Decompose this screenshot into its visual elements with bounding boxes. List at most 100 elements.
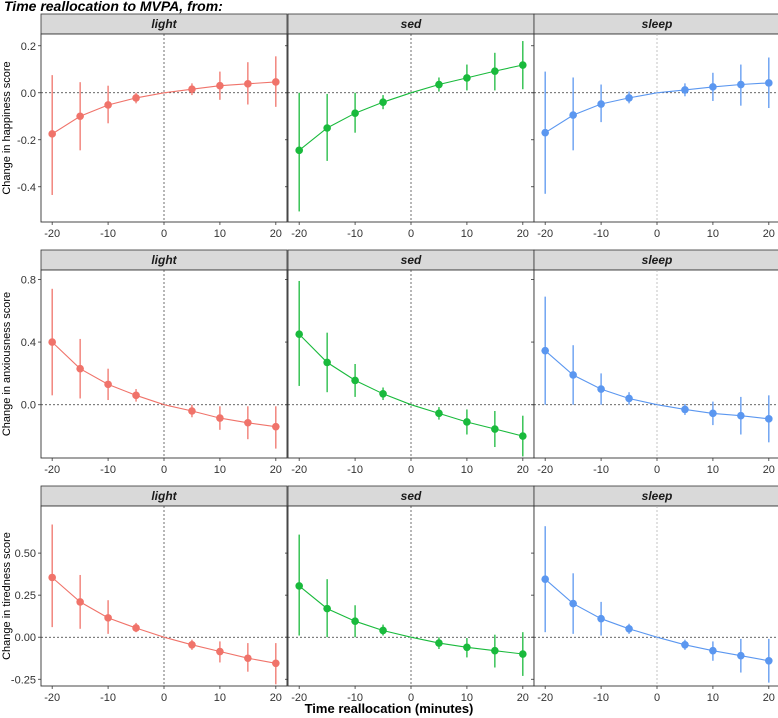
x-tick-label: 0 <box>654 464 660 476</box>
series-line-light <box>51 577 276 664</box>
x-tick-label: 0 <box>161 464 167 476</box>
y-tick-label: -0.2 <box>17 135 36 147</box>
data-point <box>765 656 773 665</box>
x-tick-label: 20 <box>763 228 775 240</box>
data-point <box>295 330 303 339</box>
y-tick-label: 0.00 <box>15 632 36 644</box>
data-point <box>48 338 56 346</box>
figure-title: Time reallocation to MVPA, from: <box>4 0 223 14</box>
y-tick-label: 0.8 <box>21 274 36 286</box>
data-point <box>709 83 717 91</box>
series-line-sleep <box>544 578 769 662</box>
facet-label: sed <box>401 489 422 503</box>
y-tick-label: 0.0 <box>21 400 36 412</box>
x-tick-label: 10 <box>214 228 226 240</box>
x-tick-label: -10 <box>593 228 609 240</box>
series-line-sed <box>298 333 523 437</box>
x-tick-label: 10 <box>214 692 226 704</box>
facet-label: sed <box>401 17 422 31</box>
panel-light: light 0.8 0.4 0.0 -20 -10 0 10 20 <box>21 249 288 476</box>
data-point <box>765 415 773 423</box>
x-tick-label: 20 <box>763 464 775 476</box>
x-tick-label: -10 <box>100 464 116 476</box>
data-point <box>435 409 443 418</box>
panel-sed: sed -20 -10 0 10 20 <box>285 13 535 240</box>
data-point <box>132 391 140 400</box>
x-tick-label: -20 <box>291 464 307 476</box>
series-line-sed <box>298 585 523 655</box>
data-point <box>272 659 280 668</box>
data-point <box>216 647 224 656</box>
y-tick-label: 0.4 <box>21 337 36 349</box>
y-tick-label: 0.25 <box>15 590 36 602</box>
data-point <box>625 394 633 403</box>
panel-frame <box>533 269 778 459</box>
x-tick-label: 0 <box>408 692 414 704</box>
data-point <box>681 405 689 414</box>
data-point <box>188 85 196 94</box>
x-tick-label: -20 <box>291 692 307 704</box>
x-tick-label: 20 <box>517 228 529 240</box>
data-point <box>379 626 387 635</box>
x-tick-label: 10 <box>214 464 226 476</box>
x-tick-label: 10 <box>461 692 473 704</box>
data-point <box>272 78 280 86</box>
data-point <box>295 582 303 590</box>
data-point <box>188 407 196 415</box>
data-point <box>737 651 745 660</box>
data-point <box>132 624 140 632</box>
data-point <box>351 109 359 117</box>
facet-label: sleep <box>642 253 673 267</box>
x-tick-label: 10 <box>707 692 719 704</box>
y-tick-label: 0.50 <box>15 548 36 560</box>
data-point <box>435 80 443 89</box>
series-line-sleep <box>544 350 769 420</box>
data-point <box>569 371 577 379</box>
panel-frame <box>533 33 778 223</box>
data-point <box>244 418 252 427</box>
data-point <box>597 614 605 623</box>
x-tick-label: 0 <box>654 228 660 240</box>
data-point <box>48 573 56 582</box>
y-tick-label: -0.25 <box>11 674 36 686</box>
data-point <box>625 94 633 102</box>
data-point <box>681 86 689 94</box>
x-tick-label: -20 <box>44 228 60 240</box>
data-point <box>625 625 633 633</box>
series-line-light <box>51 341 276 428</box>
data-point <box>737 80 745 89</box>
x-tick-label: 20 <box>763 692 775 704</box>
x-tick-label: 0 <box>408 464 414 476</box>
data-point <box>491 67 499 75</box>
y-axis-title: Change in anxiousness score <box>1 292 13 436</box>
data-point <box>541 575 549 583</box>
data-point <box>323 358 331 367</box>
data-point <box>569 599 577 608</box>
data-point <box>76 364 84 373</box>
x-tick-label: -10 <box>593 692 609 704</box>
x-tick-label: -20 <box>44 692 60 704</box>
data-point <box>323 604 331 613</box>
x-tick-label: 20 <box>517 692 529 704</box>
x-tick-label: -10 <box>100 692 116 704</box>
data-point <box>541 346 549 355</box>
x-tick-label: -20 <box>44 464 60 476</box>
facet-label: sleep <box>642 489 673 503</box>
data-point <box>491 646 499 655</box>
data-point <box>351 617 359 626</box>
data-point <box>569 111 577 119</box>
data-point <box>76 112 84 121</box>
data-point <box>765 79 773 87</box>
y-axis-title: Change in happiness score <box>1 61 13 194</box>
data-point <box>272 422 280 431</box>
panel-light: light 0.2 0.0 -0.2 -0.4 -20 -10 0 10 20 <box>17 13 288 240</box>
data-point <box>132 94 140 102</box>
data-point <box>104 101 112 109</box>
data-point <box>597 385 605 393</box>
x-tick-label: 10 <box>461 464 473 476</box>
x-tick-label: 20 <box>270 692 282 704</box>
x-tick-label: -10 <box>347 692 363 704</box>
data-point <box>216 81 224 90</box>
data-point <box>463 418 471 426</box>
x-tick-label: -10 <box>347 464 363 476</box>
